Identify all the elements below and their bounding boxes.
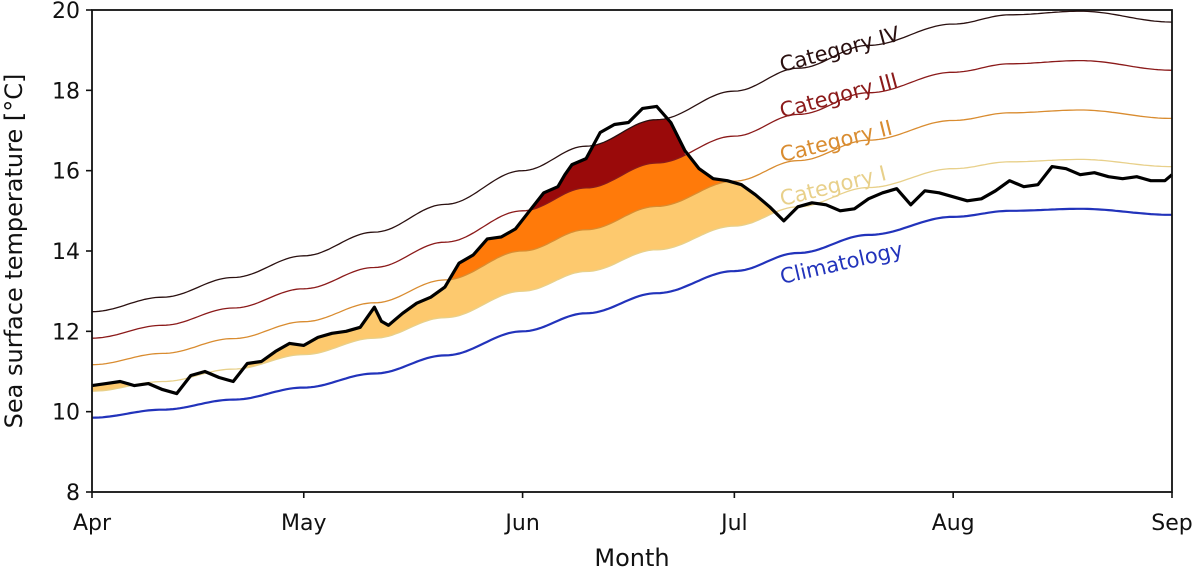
category-1-fill — [243, 181, 774, 369]
category-i-line — [91, 158, 1172, 392]
sst-series — [91, 104, 1174, 396]
category-2-fill — [452, 155, 728, 280]
heatwave-fills — [92, 118, 816, 392]
y-tick-label: 10 — [52, 401, 80, 426]
annotation-category-iv: Category IV — [777, 22, 903, 77]
y-tick-label: 20 — [52, 0, 80, 24]
x-axis-title: Month — [594, 544, 669, 570]
x-tick-label: Aug — [932, 511, 975, 536]
axes: 8 10 12 14 16 18 20 Apr May Jun Jul Aug Sep — [52, 0, 1193, 536]
y-tick-label: 16 — [52, 160, 80, 185]
x-tick-label: Sep — [1151, 511, 1192, 536]
category-iii-line — [91, 59, 1173, 339]
threshold-lines — [91, 10, 1173, 419]
category-ii-line — [91, 109, 1172, 366]
y-tick-label: 8 — [66, 481, 80, 506]
x-tick-label: Jul — [719, 511, 748, 536]
x-tick-label: Jun — [503, 511, 539, 536]
y-tick-label: 18 — [52, 79, 80, 104]
y-tick-label: 12 — [52, 320, 80, 345]
annotation-category-ii: Category II — [777, 116, 894, 167]
annotation-climatology: Climatology — [778, 237, 905, 289]
climatology-line — [91, 207, 1172, 419]
annotation-category-i: Category I — [777, 161, 888, 211]
category-iv-line — [91, 10, 1173, 313]
category-3-fill — [533, 118, 685, 210]
x-tick-label: Apr — [73, 511, 112, 536]
y-tick-label: 14 — [52, 240, 80, 265]
sst-line — [91, 104, 1174, 396]
x-tick-label: May — [281, 511, 326, 536]
category-1-fill — [92, 381, 131, 392]
annotation-category-iii: Category III — [777, 68, 900, 123]
y-axis-title: Sea surface temperature [°C] — [0, 74, 28, 429]
